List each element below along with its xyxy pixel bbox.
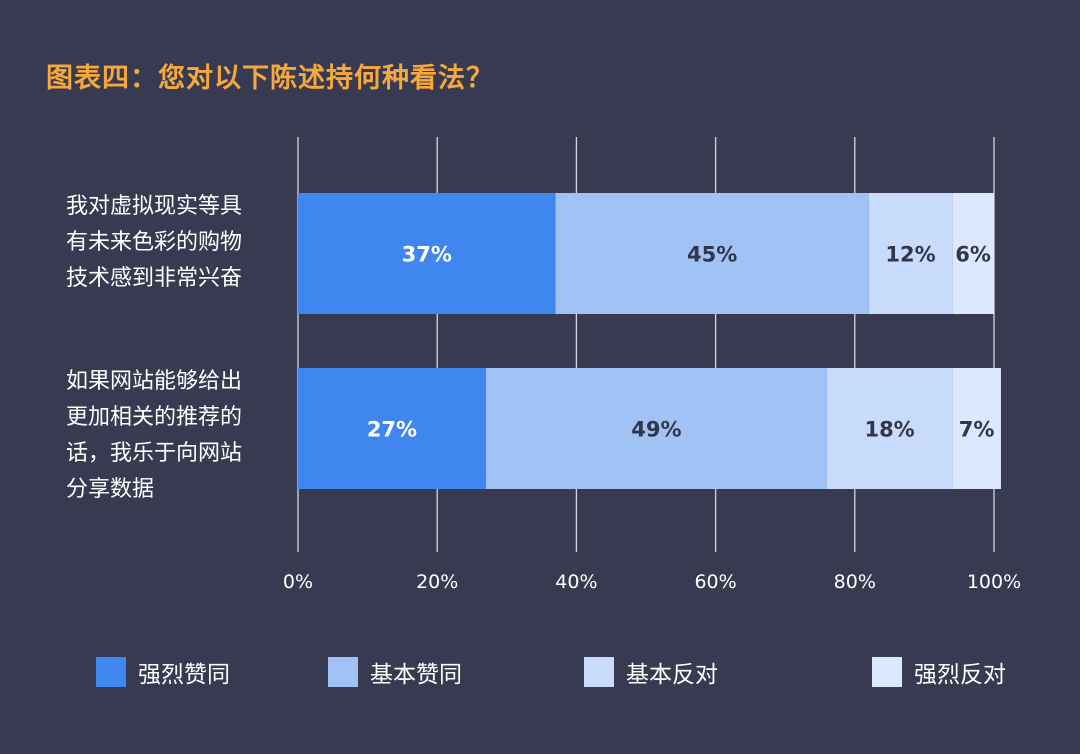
data-label: 27% <box>367 418 417 442</box>
legend-label: 强烈赞同 <box>138 662 230 688</box>
bar-segment <box>298 193 556 314</box>
x-tick-label: 100% <box>967 571 1021 593</box>
legend-swatch <box>872 657 902 687</box>
data-label: 18% <box>864 418 914 442</box>
legend-label: 强烈反对 <box>914 662 1006 688</box>
bar-segment <box>952 193 994 314</box>
legend-item-strongly-agree: 强烈赞同 <box>96 654 230 690</box>
bar-segment <box>952 368 1001 489</box>
category-label-line: 更加相关的推荐的 <box>66 405 243 430</box>
category-label-2: 如果网站能够给出 更加相关的推荐的 话，我乐于向网站 分享数据 <box>66 364 281 508</box>
legend-swatch <box>328 657 358 687</box>
bar-segment <box>555 193 869 314</box>
data-label: 12% <box>885 243 935 267</box>
x-tick-label: 20% <box>416 571 458 593</box>
bar-segment <box>826 368 953 489</box>
category-label-1: 我对虚拟现实等具 有未来色彩的购物 技术感到非常兴奋 <box>66 189 281 297</box>
data-label: 45% <box>687 243 737 267</box>
data-label: 49% <box>631 418 681 442</box>
category-label-line: 分享数据 <box>66 477 155 502</box>
category-label-line: 技术感到非常兴奋 <box>66 266 243 291</box>
data-label: 37% <box>402 243 452 267</box>
bar-segment <box>485 368 827 489</box>
legend-swatch <box>96 657 126 687</box>
legend-item-strongly-disagree: 强烈反对 <box>872 654 1006 690</box>
legend-item-basically-disagree: 基本反对 <box>584 654 718 690</box>
bar-segment <box>868 193 953 314</box>
data-label: 7% <box>959 418 995 442</box>
legend-label: 基本反对 <box>626 662 718 688</box>
category-label-line: 有未来色彩的购物 <box>66 230 243 255</box>
chart-title: 图表四：您对以下陈述持何种看法？ <box>46 63 494 94</box>
x-tick-label: 40% <box>555 571 597 593</box>
category-label-line: 话，我乐于向网站 <box>66 441 243 466</box>
bar-segment <box>298 368 486 489</box>
legend: 强烈赞同 基本赞同 基本反对 强烈反对 <box>0 654 1080 690</box>
category-label-line: 我对虚拟现实等具 <box>66 194 243 219</box>
legend-item-basically-agree: 基本赞同 <box>328 654 462 690</box>
legend-label: 基本赞同 <box>370 662 462 688</box>
legend-swatch <box>584 657 614 687</box>
x-tick-label: 0% <box>283 571 313 593</box>
x-tick-label: 80% <box>834 571 876 593</box>
data-label: 6% <box>955 243 991 267</box>
category-label-line: 如果网站能够给出 <box>66 369 243 394</box>
x-tick-label: 60% <box>694 571 736 593</box>
